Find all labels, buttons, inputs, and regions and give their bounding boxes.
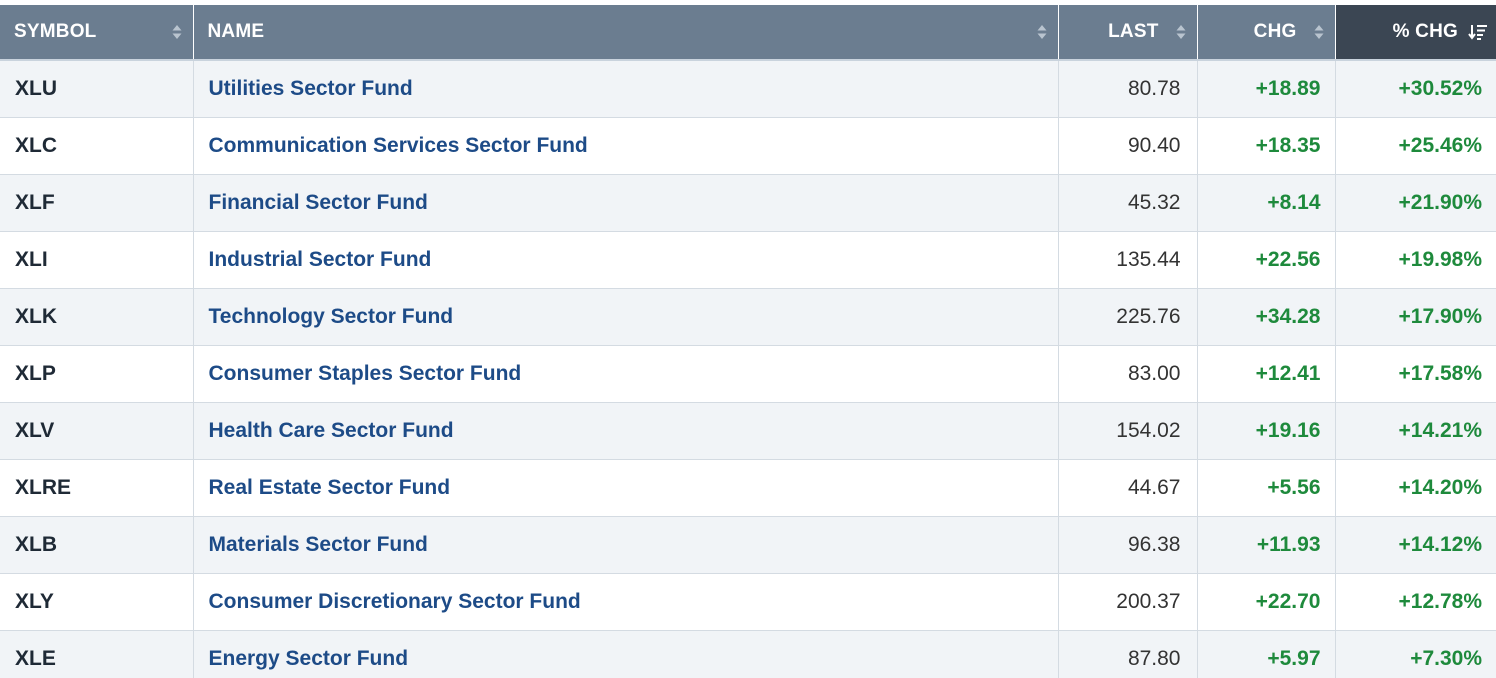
fund-name-link[interactable]: Materials Sector Fund xyxy=(208,532,428,556)
symbol-cell: XLF xyxy=(0,174,194,232)
last-cell: 83.00 xyxy=(1058,345,1198,403)
fund-name-link[interactable]: Utilities Sector Fund xyxy=(208,76,413,100)
fund-name-link[interactable]: Real Estate Sector Fund xyxy=(208,475,451,499)
symbol-cell: XLI xyxy=(0,231,194,289)
symbol-cell: XLRE xyxy=(0,459,194,517)
pct-chg-cell: +14.21% xyxy=(1335,402,1496,460)
pct-chg-cell: +21.90% xyxy=(1335,174,1496,232)
chg-cell: +22.56 xyxy=(1197,231,1336,289)
name-cell: Materials Sector Fund xyxy=(193,516,1059,574)
table-row: XLK Technology Sector Fund 225.76 +34.28… xyxy=(0,288,1496,346)
table-row: XLY Consumer Discretionary Sector Fund 2… xyxy=(0,573,1496,631)
fund-name-link[interactable]: Industrial Sector Fund xyxy=(208,247,432,271)
name-cell: Energy Sector Fund xyxy=(193,630,1059,678)
table-row: XLV Health Care Sector Fund 154.02 +19.1… xyxy=(0,402,1496,460)
sector-performance-table: SYMBOL NAME LAST xyxy=(0,5,1496,678)
fund-name-link[interactable]: Energy Sector Fund xyxy=(208,646,409,670)
column-header-chg[interactable]: CHG xyxy=(1197,5,1336,60)
column-header-last-label: LAST xyxy=(1108,21,1159,42)
last-cell: 135.44 xyxy=(1058,231,1198,289)
column-header-name-label: NAME xyxy=(207,21,265,42)
pct-chg-cell: +30.52% xyxy=(1335,60,1496,118)
pct-chg-cell: +25.46% xyxy=(1335,117,1496,175)
table-header: SYMBOL NAME LAST xyxy=(0,5,1496,60)
table-row: XLB Materials Sector Fund 96.38 +11.93 +… xyxy=(0,516,1496,574)
name-cell: Consumer Staples Sector Fund xyxy=(193,345,1059,403)
fund-name-link[interactable]: Technology Sector Fund xyxy=(208,304,454,328)
chg-cell: +11.93 xyxy=(1197,516,1336,574)
table-row: XLU Utilities Sector Fund 80.78 +18.89 +… xyxy=(0,60,1496,118)
pct-chg-cell: +17.90% xyxy=(1335,288,1496,346)
name-cell: Consumer Discretionary Sector Fund xyxy=(193,573,1059,631)
sort-both-icon[interactable] xyxy=(1036,23,1048,41)
header-row: SYMBOL NAME LAST xyxy=(0,5,1496,60)
pct-chg-cell: +14.20% xyxy=(1335,459,1496,517)
name-cell: Industrial Sector Fund xyxy=(193,231,1059,289)
fund-name-link[interactable]: Health Care Sector Fund xyxy=(208,418,454,442)
table-row: XLI Industrial Sector Fund 135.44 +22.56… xyxy=(0,231,1496,289)
sort-both-icon[interactable] xyxy=(1175,23,1187,41)
table-row: XLP Consumer Staples Sector Fund 83.00 +… xyxy=(0,345,1496,403)
name-cell: Utilities Sector Fund xyxy=(193,60,1059,118)
last-cell: 87.80 xyxy=(1058,630,1198,678)
symbol-cell: XLP xyxy=(0,345,194,403)
name-cell: Health Care Sector Fund xyxy=(193,402,1059,460)
pct-chg-cell: +19.98% xyxy=(1335,231,1496,289)
table-row: XLE Energy Sector Fund 87.80 +5.97 +7.30… xyxy=(0,630,1496,678)
name-cell: Communication Services Sector Fund xyxy=(193,117,1059,175)
last-cell: 80.78 xyxy=(1058,60,1198,118)
column-header-symbol[interactable]: SYMBOL xyxy=(0,5,194,60)
chg-cell: +8.14 xyxy=(1197,174,1336,232)
symbol-cell: XLK xyxy=(0,288,194,346)
symbol-cell: XLU xyxy=(0,60,194,118)
chg-cell: +12.41 xyxy=(1197,345,1336,403)
name-cell: Real Estate Sector Fund xyxy=(193,459,1059,517)
symbol-cell: XLV xyxy=(0,402,194,460)
column-header-name[interactable]: NAME xyxy=(193,5,1059,60)
last-cell: 45.32 xyxy=(1058,174,1198,232)
table-row: XLC Communication Services Sector Fund 9… xyxy=(0,117,1496,175)
sort-descending-icon[interactable] xyxy=(1468,23,1488,41)
column-header-symbol-label: SYMBOL xyxy=(14,21,97,42)
chg-cell: +34.28 xyxy=(1197,288,1336,346)
column-header-chg-label: CHG xyxy=(1253,21,1297,42)
symbol-cell: XLY xyxy=(0,573,194,631)
chg-cell: +19.16 xyxy=(1197,402,1336,460)
table-body: XLU Utilities Sector Fund 80.78 +18.89 +… xyxy=(0,60,1496,678)
fund-name-link[interactable]: Consumer Staples Sector Fund xyxy=(208,361,522,385)
chg-cell: +22.70 xyxy=(1197,573,1336,631)
sort-both-icon[interactable] xyxy=(171,23,183,41)
pct-chg-cell: +7.30% xyxy=(1335,630,1496,678)
last-cell: 44.67 xyxy=(1058,459,1198,517)
last-cell: 90.40 xyxy=(1058,117,1198,175)
chg-cell: +5.97 xyxy=(1197,630,1336,678)
pct-chg-cell: +17.58% xyxy=(1335,345,1496,403)
fund-name-link[interactable]: Communication Services Sector Fund xyxy=(208,133,588,157)
pct-chg-cell: +12.78% xyxy=(1335,573,1496,631)
table-row: XLF Financial Sector Fund 45.32 +8.14 +2… xyxy=(0,174,1496,232)
fund-name-link[interactable]: Financial Sector Fund xyxy=(208,190,428,214)
pct-chg-cell: +14.12% xyxy=(1335,516,1496,574)
column-header-last[interactable]: LAST xyxy=(1058,5,1198,60)
symbol-cell: XLE xyxy=(0,630,194,678)
chg-cell: +5.56 xyxy=(1197,459,1336,517)
name-cell: Technology Sector Fund xyxy=(193,288,1059,346)
symbol-cell: XLB xyxy=(0,516,194,574)
table-row: XLRE Real Estate Sector Fund 44.67 +5.56… xyxy=(0,459,1496,517)
last-cell: 96.38 xyxy=(1058,516,1198,574)
last-cell: 225.76 xyxy=(1058,288,1198,346)
last-cell: 154.02 xyxy=(1058,402,1198,460)
symbol-cell: XLC xyxy=(0,117,194,175)
chg-cell: +18.35 xyxy=(1197,117,1336,175)
last-cell: 200.37 xyxy=(1058,573,1198,631)
column-header-pct-chg[interactable]: % CHG xyxy=(1335,5,1496,60)
fund-name-link[interactable]: Consumer Discretionary Sector Fund xyxy=(208,589,581,613)
sort-both-icon[interactable] xyxy=(1313,23,1325,41)
chg-cell: +18.89 xyxy=(1197,60,1336,118)
name-cell: Financial Sector Fund xyxy=(193,174,1059,232)
column-header-pct-chg-label: % CHG xyxy=(1392,21,1458,42)
